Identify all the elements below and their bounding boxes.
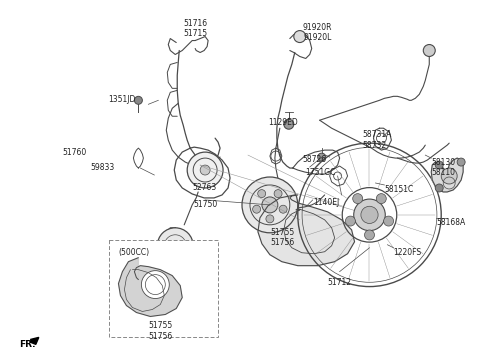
Circle shape [252, 205, 261, 213]
Circle shape [346, 216, 355, 226]
Circle shape [435, 161, 443, 169]
Circle shape [354, 199, 385, 230]
Circle shape [423, 45, 435, 56]
Circle shape [353, 194, 363, 204]
Circle shape [384, 216, 394, 226]
Text: 58726: 58726 [303, 155, 327, 164]
Circle shape [284, 119, 294, 129]
Circle shape [242, 177, 298, 233]
Circle shape [364, 230, 374, 240]
Text: 52763: 52763 [192, 183, 216, 192]
Circle shape [157, 228, 193, 264]
Circle shape [134, 96, 143, 104]
Circle shape [258, 190, 265, 197]
Text: 59833: 59833 [91, 163, 115, 172]
Text: 51755
51756: 51755 51756 [271, 228, 295, 247]
Text: 58130
58110: 58130 58110 [431, 158, 456, 177]
Text: 58151C: 58151C [384, 185, 414, 194]
Polygon shape [119, 258, 182, 317]
Circle shape [376, 194, 386, 204]
Text: (500CC): (500CC) [119, 248, 150, 257]
Polygon shape [431, 158, 463, 192]
Circle shape [435, 184, 443, 192]
Text: FR.: FR. [19, 340, 36, 349]
Text: 1220FS: 1220FS [394, 248, 421, 257]
Text: 1140EJ: 1140EJ [312, 198, 339, 207]
Circle shape [457, 158, 465, 166]
Text: 51750: 51750 [193, 200, 217, 209]
Circle shape [274, 190, 282, 197]
Polygon shape [258, 195, 355, 266]
Text: 51755
51756: 51755 51756 [148, 321, 172, 341]
Circle shape [279, 205, 287, 213]
Text: 58168A: 58168A [436, 218, 466, 227]
Text: 1751GC: 1751GC [305, 168, 335, 177]
Text: 1129ED: 1129ED [268, 118, 298, 127]
Bar [108, 240, 218, 337]
Circle shape [266, 215, 274, 223]
Circle shape [318, 153, 325, 161]
Text: 51712: 51712 [328, 278, 352, 286]
Circle shape [294, 31, 306, 42]
Circle shape [200, 165, 210, 175]
Text: 58731A
58732: 58731A 58732 [362, 130, 392, 150]
Circle shape [187, 152, 223, 188]
Circle shape [361, 206, 378, 223]
Text: 51760: 51760 [63, 148, 87, 157]
Circle shape [441, 168, 457, 184]
Text: 91920R
91920L: 91920R 91920L [303, 23, 333, 42]
Text: 51716
51715: 51716 51715 [183, 19, 207, 38]
Circle shape [142, 271, 169, 299]
Circle shape [262, 197, 278, 213]
Text: 1351JD: 1351JD [108, 95, 136, 104]
Polygon shape [31, 337, 39, 344]
